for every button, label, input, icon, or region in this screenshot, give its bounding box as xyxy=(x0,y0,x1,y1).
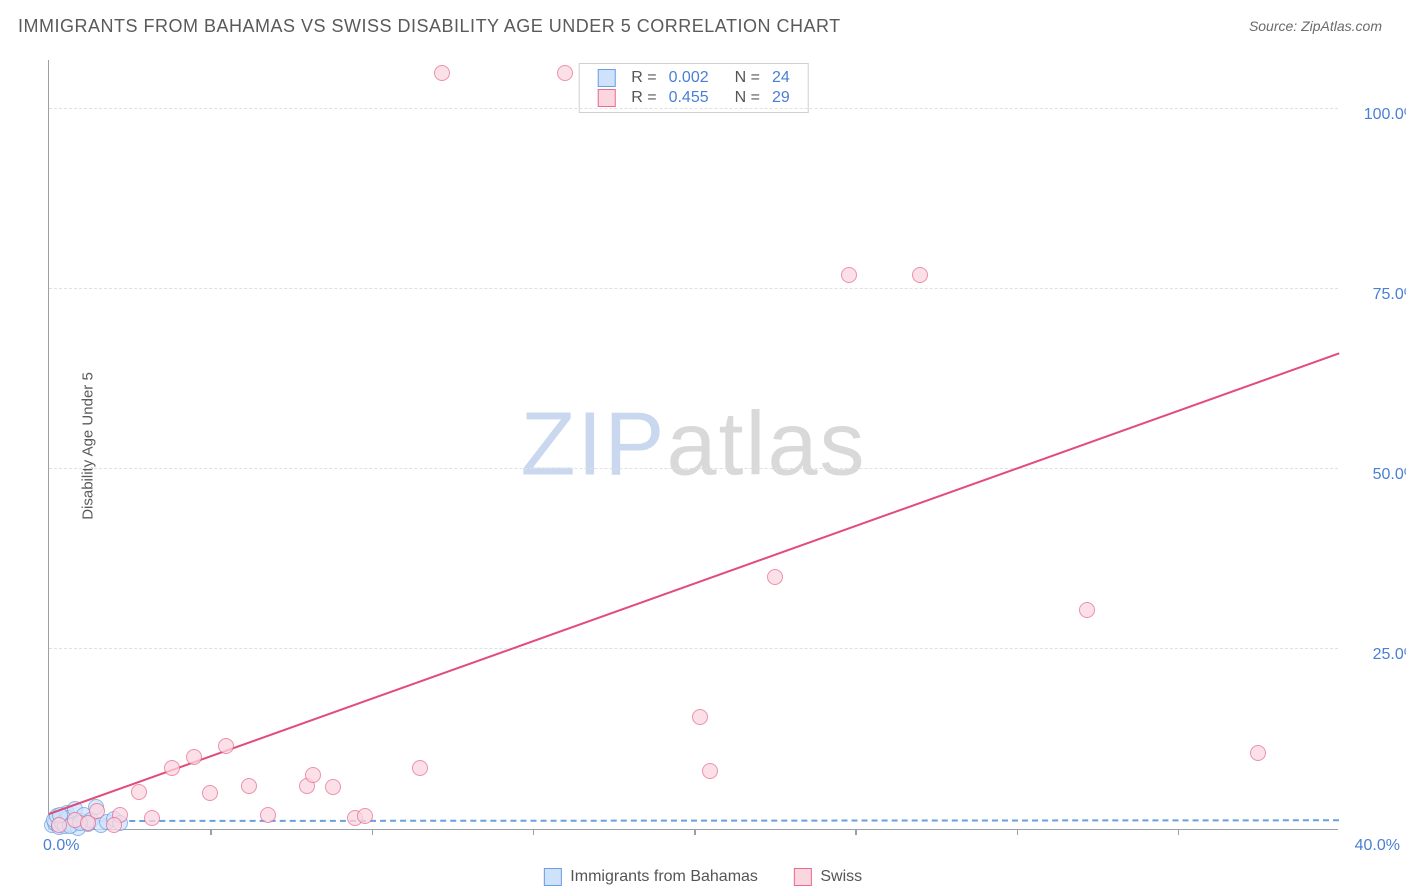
data-point xyxy=(186,749,202,765)
x-tick-mark xyxy=(1178,829,1180,835)
x-tick-mark xyxy=(855,829,857,835)
data-point xyxy=(106,817,122,833)
gridline xyxy=(49,468,1338,469)
gridline xyxy=(49,108,1338,109)
source-name: ZipAtlas.com xyxy=(1301,18,1382,34)
x-tick-mark xyxy=(210,829,212,835)
legend-item: Immigrants from Bahamas xyxy=(544,868,758,885)
data-point xyxy=(1079,602,1095,618)
x-tick-label: 40.0% xyxy=(1355,837,1400,855)
chart-title: IMMIGRANTS FROM BAHAMAS VS SWISS DISABIL… xyxy=(18,16,841,37)
data-point xyxy=(702,763,718,779)
data-point xyxy=(218,738,234,754)
legend-label: Immigrants from Bahamas xyxy=(570,868,758,885)
watermark: ZIPatlas xyxy=(520,393,866,496)
data-point xyxy=(912,267,928,283)
data-point xyxy=(202,785,218,801)
data-point xyxy=(305,767,321,783)
data-point xyxy=(164,760,180,776)
legend-item: Swiss xyxy=(794,868,862,885)
x-tick-mark xyxy=(694,829,696,835)
data-point xyxy=(325,779,341,795)
correlation-legend: R =0.002N =24R =0.455N =29 xyxy=(578,63,809,113)
series-legend: Immigrants from Bahamas Swiss xyxy=(526,868,880,886)
correlation-table: R =0.002N =24R =0.455N =29 xyxy=(591,68,796,108)
source-attribution: Source: ZipAtlas.com xyxy=(1249,18,1382,34)
data-point xyxy=(1250,745,1266,761)
y-tick-label: 25.0% xyxy=(1348,646,1406,664)
data-point xyxy=(434,65,450,81)
data-point xyxy=(767,569,783,585)
data-point xyxy=(357,808,373,824)
x-tick-mark xyxy=(372,829,374,835)
data-point xyxy=(144,810,160,826)
y-tick-label: 100.0% xyxy=(1348,106,1406,124)
data-point xyxy=(260,807,276,823)
legend-label: Swiss xyxy=(820,868,862,885)
watermark-zip: ZIP xyxy=(520,394,666,494)
x-tick-mark xyxy=(533,829,535,835)
data-point xyxy=(131,784,147,800)
legend-swatch xyxy=(544,868,562,886)
data-point xyxy=(412,760,428,776)
gridline xyxy=(49,648,1338,649)
trend-line xyxy=(49,819,1339,822)
source-prefix: Source: xyxy=(1249,18,1301,34)
gridline xyxy=(49,288,1338,289)
data-point xyxy=(89,803,105,819)
watermark-atlas: atlas xyxy=(666,394,866,494)
data-point xyxy=(51,817,67,833)
data-point xyxy=(241,778,257,794)
x-tick-mark xyxy=(1017,829,1019,835)
data-point xyxy=(692,709,708,725)
trend-line xyxy=(49,352,1340,814)
x-tick-label: 0.0% xyxy=(43,837,79,855)
y-tick-label: 50.0% xyxy=(1348,466,1406,484)
data-point xyxy=(841,267,857,283)
legend-swatch xyxy=(794,868,812,886)
scatter-plot-area: ZIPatlas R =0.002N =24R =0.455N =29 25.0… xyxy=(48,60,1338,830)
y-tick-label: 75.0% xyxy=(1348,286,1406,304)
data-point xyxy=(557,65,573,81)
